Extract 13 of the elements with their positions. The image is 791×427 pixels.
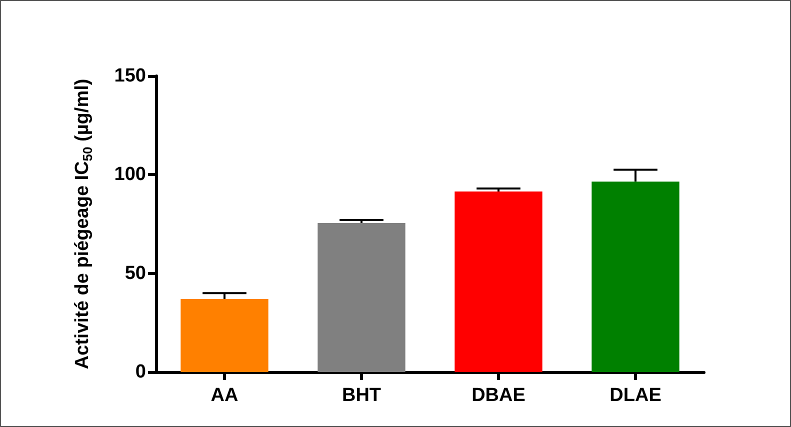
- x-tick-label: DLAE: [610, 385, 662, 406]
- y-tick-label: 0: [135, 362, 146, 382]
- bar: [454, 191, 542, 372]
- y-tick-label: 100: [114, 164, 146, 186]
- y-axis-title: Activité de piégeage IC50 (µg/ml): [72, 78, 95, 370]
- bar: [318, 223, 406, 372]
- y-tick-label: 50: [124, 262, 146, 284]
- bar: [180, 298, 268, 372]
- x-tick-label: BHT: [342, 385, 382, 406]
- bar: [592, 182, 680, 372]
- x-tick-label: AA: [210, 385, 238, 406]
- y-tick-label: 150: [114, 66, 146, 86]
- x-tick-label: DBAE: [472, 385, 526, 406]
